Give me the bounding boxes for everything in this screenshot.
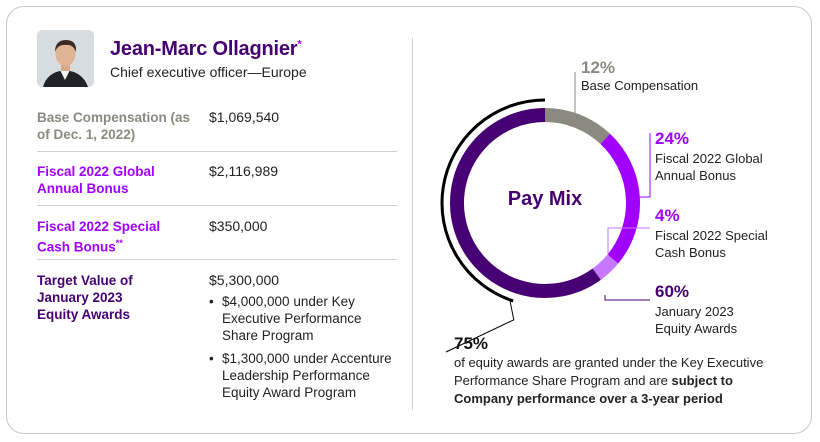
- slice-label-equity: January 2023 Equity Awards: [655, 304, 738, 336]
- special-bonus-footnote-mark: **: [115, 238, 123, 248]
- donut-slice-base: [544, 108, 611, 145]
- executive-title: Chief executive officer—Europe: [110, 64, 307, 80]
- leader-line-equity: [604, 295, 650, 301]
- leader-line-special-bonus: [600, 227, 650, 263]
- equity-awards-label: Target Value of January 2023 Equity Awar…: [37, 273, 133, 322]
- name-footnote-mark: *: [297, 38, 302, 51]
- pay-card: [6, 6, 812, 434]
- base-compensation-value: $1,069,540: [209, 109, 280, 125]
- chart-title: Pay Mix: [507, 188, 583, 210]
- row-divider: [37, 151, 397, 152]
- slice-label-base-pct: 12%: [581, 58, 616, 77]
- row-divider: [37, 259, 397, 260]
- slice-label-special-bonus: Fiscal 2022 Special Cash Bonus: [655, 228, 768, 260]
- special-cash-bonus-value: $350,000: [209, 218, 268, 234]
- slice-label-special-bonus-pct: 4%: [655, 206, 680, 225]
- donut-slice-special-bonus: [592, 254, 619, 280]
- equity-annotation-text: of equity awards are granted under the K…: [454, 355, 764, 406]
- base-compensation-label: Base Compensation (as of Dec. 1, 2022): [37, 110, 191, 142]
- equity-annotation-pct: 75%: [454, 334, 489, 353]
- leader-line-annotation: [445, 299, 515, 353]
- global-annual-bonus-label: Fiscal 2022 Global Annual Bonus: [37, 164, 155, 196]
- slice-label-global-bonus: Fiscal 2022 Global Annual Bonus: [655, 151, 763, 183]
- slice-label-global-bonus-pct: 24%: [655, 129, 690, 148]
- equity-key-program-arc: [440, 98, 546, 303]
- equity-awards-value: $5,300,000: [209, 272, 280, 288]
- list-item: • $1,300,000 under Accenture Leadership P…: [209, 351, 392, 400]
- column-divider: [412, 38, 413, 410]
- equity-award-breakdown: • $4,000,000 under Key Executive Performa…: [209, 293, 399, 407]
- donut-slice-global-bonus: [600, 133, 640, 264]
- donut-slice-equity: [450, 108, 601, 298]
- row-divider: [37, 205, 397, 206]
- global-annual-bonus-value: $2,116,989: [209, 163, 279, 179]
- executive-name: Jean-Marc Ollagnier*: [110, 38, 302, 60]
- leader-line-base: [574, 72, 580, 116]
- avatar-photo: [37, 30, 94, 87]
- leader-line-global-bonus: [639, 133, 651, 198]
- slice-label-equity-pct: 60%: [655, 282, 690, 301]
- slice-label-base: Base Compensation: [581, 78, 699, 93]
- avatar: [37, 30, 94, 87]
- special-cash-bonus-label: Fiscal 2022 Special Cash Bonus**: [37, 219, 161, 255]
- list-item: • $4,000,000 under Key Executive Performa…: [209, 294, 362, 343]
